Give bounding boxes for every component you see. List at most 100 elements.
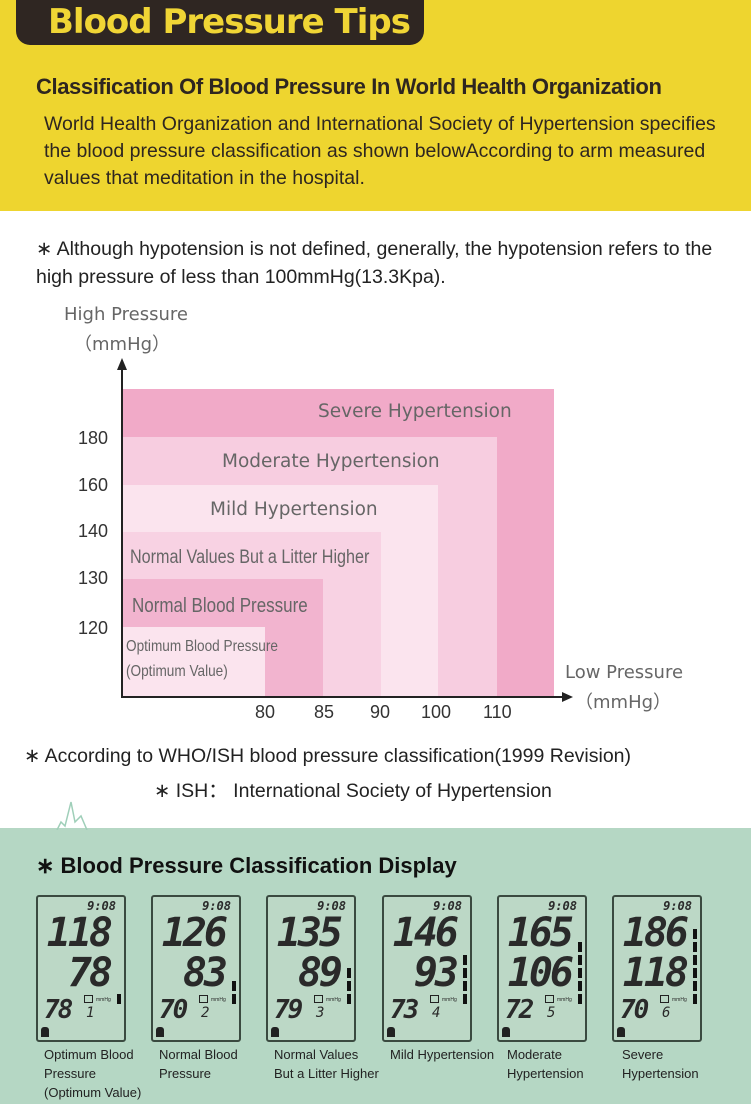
section-heading: Classification Of Blood Pressure In Worl… (36, 74, 662, 99)
zone-label: Normal Values But a Litter Higher (130, 547, 370, 568)
unit-label: mmHg (672, 997, 687, 1003)
heartbeat-icon (56, 801, 88, 830)
caption-line: Mild Hypertension (390, 1047, 495, 1062)
lcd-time: 9:08 (433, 899, 462, 913)
caption-line: But a Litter Higher (274, 1066, 379, 1081)
user-icon (271, 1027, 279, 1037)
diastolic-value: 106 (507, 950, 574, 996)
caption-line: Moderate (507, 1047, 562, 1062)
level-indicator (463, 955, 467, 1004)
y-tick: 160 (78, 475, 109, 495)
caption-line: Optimum Blood (44, 1047, 134, 1062)
x-tick: 90 (370, 702, 391, 722)
x-tick: 85 (314, 702, 335, 722)
systolic-value: 135 (276, 910, 343, 956)
level-bar (693, 955, 697, 965)
diastolic-value: 118 (622, 950, 689, 996)
display-heading: ∗ Blood Pressure Classification Display (36, 853, 457, 878)
y-tick: 140 (78, 521, 109, 541)
level-bar (463, 981, 467, 991)
diastolic-value: 83 (182, 950, 228, 996)
ish-note: ∗ ISH： International Society of Hyperten… (154, 780, 552, 802)
lcd-time: 9:08 (663, 899, 692, 913)
lcd-time: 9:08 (317, 899, 346, 913)
level-bar (693, 994, 697, 1004)
panel-caption: Moderate Hypertension (507, 1045, 584, 1083)
memory-icon (430, 995, 439, 1003)
level-bar (347, 968, 351, 978)
diastolic-value: 78 (67, 950, 113, 996)
diastolic-value: 93 (413, 950, 459, 996)
lcd-panel: 9:08 126 83 70 mmHg 2 (151, 895, 241, 1042)
level-bar (578, 968, 582, 978)
pulse-value: 72 (505, 995, 534, 1025)
y-axis-unit: （mmHg） (74, 334, 171, 355)
level-bar (578, 981, 582, 991)
level-bar (693, 929, 697, 939)
level-indicator (693, 929, 697, 1004)
zone-label: Moderate Hypertension (222, 451, 440, 472)
level-bar (693, 968, 697, 978)
y-tick: 180 (78, 428, 109, 448)
chart-axes (117, 358, 573, 702)
zone-label: Normal Blood Pressure (132, 595, 308, 617)
unit-label: mmHg (326, 997, 341, 1003)
x-tick: 110 (483, 702, 512, 722)
panel-caption: Mild Hypertension (390, 1045, 494, 1064)
memory-icon (199, 995, 208, 1003)
level-indicator (347, 968, 351, 1004)
zone-label: Mild Hypertension (210, 499, 378, 520)
caption-line: Severe (622, 1047, 664, 1062)
systolic-value: 165 (507, 910, 574, 956)
zone-optimum (122, 627, 265, 697)
memory-number: 5 (547, 1005, 556, 1021)
caption-line: Normal Values (274, 1047, 359, 1062)
page-title: Blood Pressure Tips (48, 2, 411, 42)
y-tick: 120 (78, 618, 109, 638)
level-bar (578, 942, 582, 952)
level-indicator (578, 942, 582, 1004)
zone-label: Severe Hypertension (318, 401, 512, 422)
caption-line: Hypertension (622, 1066, 699, 1081)
level-bar (463, 968, 467, 978)
memory-number: 6 (662, 1005, 671, 1021)
panel-caption: Normal Blood Pressure (159, 1045, 238, 1083)
user-icon (617, 1027, 625, 1037)
pulse-value: 70 (159, 995, 188, 1025)
systolic-value: 186 (622, 910, 689, 956)
level-indicator (117, 994, 121, 1004)
panel-caption: Severe Hypertension (622, 1045, 699, 1083)
hypotension-note: ∗ Although hypotension is not defined, g… (36, 238, 713, 288)
level-bar (578, 994, 582, 1004)
title-bar: Blood Pressure Tips (16, 0, 424, 45)
x-axis-unit: （mmHg） (575, 692, 672, 713)
user-icon (387, 1027, 395, 1037)
user-icon (156, 1027, 164, 1037)
memory-icon (660, 995, 669, 1003)
memory-number: 2 (201, 1005, 210, 1021)
intro-text: World Health Organization and Internatio… (44, 113, 716, 189)
unit-label: mmHg (557, 997, 572, 1003)
pulse-value: 73 (390, 995, 419, 1025)
diastolic-value: 89 (297, 950, 343, 996)
zone-label: (Optimum Value) (126, 663, 228, 680)
memory-number: 4 (432, 1005, 441, 1021)
caption-line: Pressure (159, 1066, 212, 1081)
caption-line: Normal Blood (159, 1047, 238, 1062)
caption-line: Pressure (44, 1066, 97, 1081)
caption-line: (Optimum Value) (44, 1085, 142, 1100)
user-icon (502, 1027, 510, 1037)
level-bar (232, 981, 236, 991)
systolic-value: 146 (392, 910, 459, 956)
lcd-time: 9:08 (202, 899, 231, 913)
systolic-value: 126 (161, 910, 228, 956)
panel-caption: Optimum Blood Pressure (Optimum Value) (44, 1045, 141, 1102)
unit-label: mmHg (96, 997, 111, 1003)
systolic-value: 118 (46, 910, 113, 956)
y-tick: 130 (78, 568, 109, 588)
level-bar (463, 955, 467, 965)
pulse-value: 78 (44, 995, 73, 1025)
level-indicator (232, 981, 236, 1004)
source-note: ∗ According to WHO/ISH blood pressure cl… (24, 745, 632, 767)
level-bar (347, 994, 351, 1004)
